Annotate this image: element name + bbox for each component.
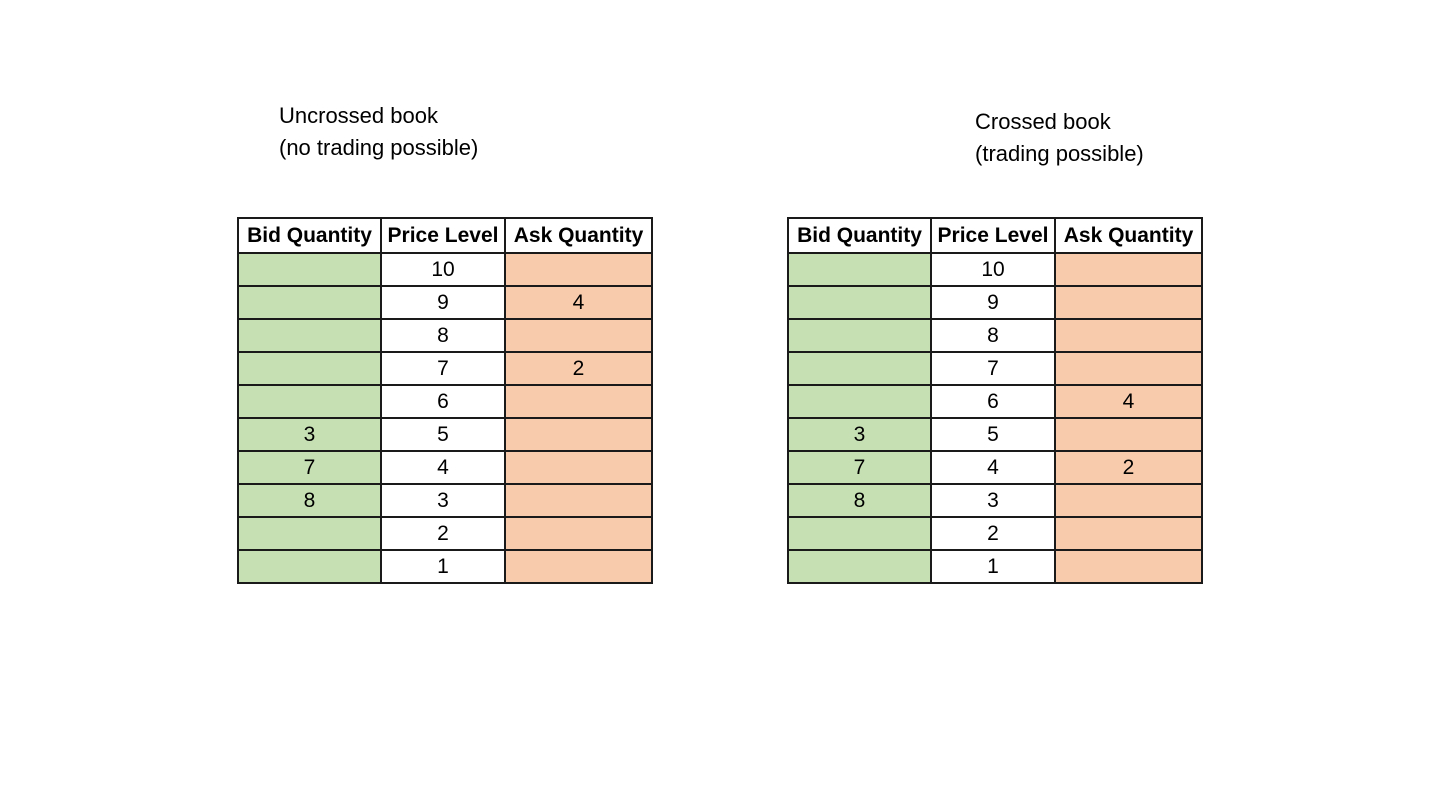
price-level-cell: 7 <box>930 351 1056 386</box>
table-row: 2 <box>787 516 1203 551</box>
ask-quantity-cell <box>1054 549 1203 584</box>
bid-quantity-header: Bid Quantity <box>787 217 932 254</box>
ask-quantity-header: Ask Quantity <box>504 217 653 254</box>
bid-quantity-cell: 7 <box>237 450 382 485</box>
price-level-cell: 10 <box>930 252 1056 287</box>
price-level-cell: 2 <box>930 516 1056 551</box>
price-level-header: Price Level <box>380 217 506 254</box>
bid-quantity-cell: 8 <box>237 483 382 518</box>
price-level-cell: 6 <box>930 384 1056 419</box>
bid-quantity-cell <box>237 549 382 584</box>
price-level-header: Price Level <box>930 217 1056 254</box>
bid-quantity-cell: 3 <box>787 417 932 452</box>
caption-title: Uncrossed book <box>279 103 438 128</box>
uncrossed-order-book-table: Bid Quantity Price Level Ask Quantity 10… <box>237 217 653 584</box>
bid-quantity-cell <box>237 285 382 320</box>
price-level-cell: 1 <box>930 549 1056 584</box>
price-level-cell: 4 <box>380 450 506 485</box>
ask-quantity-cell <box>504 483 653 518</box>
bid-quantity-cell <box>237 318 382 353</box>
bid-quantity-cell <box>237 384 382 419</box>
bid-quantity-cell <box>237 252 382 287</box>
table-row: 2 <box>237 516 653 551</box>
ask-quantity-cell <box>504 450 653 485</box>
table-row: 10 <box>237 252 653 287</box>
bid-quantity-header: Bid Quantity <box>237 217 382 254</box>
ask-quantity-cell <box>504 417 653 452</box>
bid-quantity-cell <box>787 351 932 386</box>
table-row: 8 <box>787 318 1203 353</box>
ask-quantity-cell: 2 <box>1054 450 1203 485</box>
ask-quantity-cell <box>504 318 653 353</box>
price-level-cell: 6 <box>380 384 506 419</box>
ask-quantity-cell <box>504 549 653 584</box>
bid-quantity-cell <box>237 516 382 551</box>
price-level-cell: 1 <box>380 549 506 584</box>
caption-title: Crossed book <box>975 109 1111 134</box>
price-level-cell: 5 <box>380 417 506 452</box>
price-level-cell: 2 <box>380 516 506 551</box>
table-row: 7 <box>787 351 1203 386</box>
price-level-cell: 3 <box>380 483 506 518</box>
ask-quantity-cell <box>1054 318 1203 353</box>
bid-quantity-cell <box>787 285 932 320</box>
bid-quantity-cell <box>787 549 932 584</box>
ask-quantity-cell: 4 <box>504 285 653 320</box>
price-level-cell: 5 <box>930 417 1056 452</box>
ask-quantity-header: Ask Quantity <box>1054 217 1203 254</box>
table-header-row: Bid Quantity Price Level Ask Quantity <box>787 217 1203 254</box>
bid-quantity-cell <box>787 252 932 287</box>
caption-subtitle: (no trading possible) <box>279 135 479 160</box>
ask-quantity-cell <box>504 516 653 551</box>
table-row: 1 <box>237 549 653 584</box>
price-level-cell: 9 <box>930 285 1056 320</box>
table-row: 6 <box>237 384 653 419</box>
price-level-cell: 8 <box>380 318 506 353</box>
price-level-cell: 10 <box>380 252 506 287</box>
table-header-row: Bid Quantity Price Level Ask Quantity <box>237 217 653 254</box>
price-level-cell: 4 <box>930 450 1056 485</box>
bid-quantity-cell <box>787 318 932 353</box>
bid-quantity-cell <box>787 516 932 551</box>
ask-quantity-cell <box>504 384 653 419</box>
ask-quantity-cell <box>1054 252 1203 287</box>
bid-quantity-cell: 8 <box>787 483 932 518</box>
ask-quantity-cell <box>1054 417 1203 452</box>
ask-quantity-cell: 4 <box>1054 384 1203 419</box>
table-row: 10 <box>787 252 1203 287</box>
crossed-book-caption: Crossed book (trading possible) <box>975 106 1144 170</box>
ask-quantity-cell <box>504 252 653 287</box>
price-level-cell: 9 <box>380 285 506 320</box>
price-level-cell: 8 <box>930 318 1056 353</box>
price-level-cell: 3 <box>930 483 1056 518</box>
ask-quantity-cell <box>1054 483 1203 518</box>
ask-quantity-cell: 2 <box>504 351 653 386</box>
ask-quantity-cell <box>1054 516 1203 551</box>
bid-quantity-cell <box>237 351 382 386</box>
bid-quantity-cell: 3 <box>237 417 382 452</box>
table-row: 9 <box>787 285 1203 320</box>
ask-quantity-cell <box>1054 285 1203 320</box>
crossed-order-book-table: Bid Quantity Price Level Ask Quantity 10… <box>787 217 1203 584</box>
caption-subtitle: (trading possible) <box>975 141 1144 166</box>
price-level-cell: 7 <box>380 351 506 386</box>
ask-quantity-cell <box>1054 351 1203 386</box>
table-row: 8 <box>237 318 653 353</box>
uncrossed-book-caption: Uncrossed book (no trading possible) <box>279 100 478 164</box>
bid-quantity-cell <box>787 384 932 419</box>
bid-quantity-cell: 7 <box>787 450 932 485</box>
table-row: 1 <box>787 549 1203 584</box>
